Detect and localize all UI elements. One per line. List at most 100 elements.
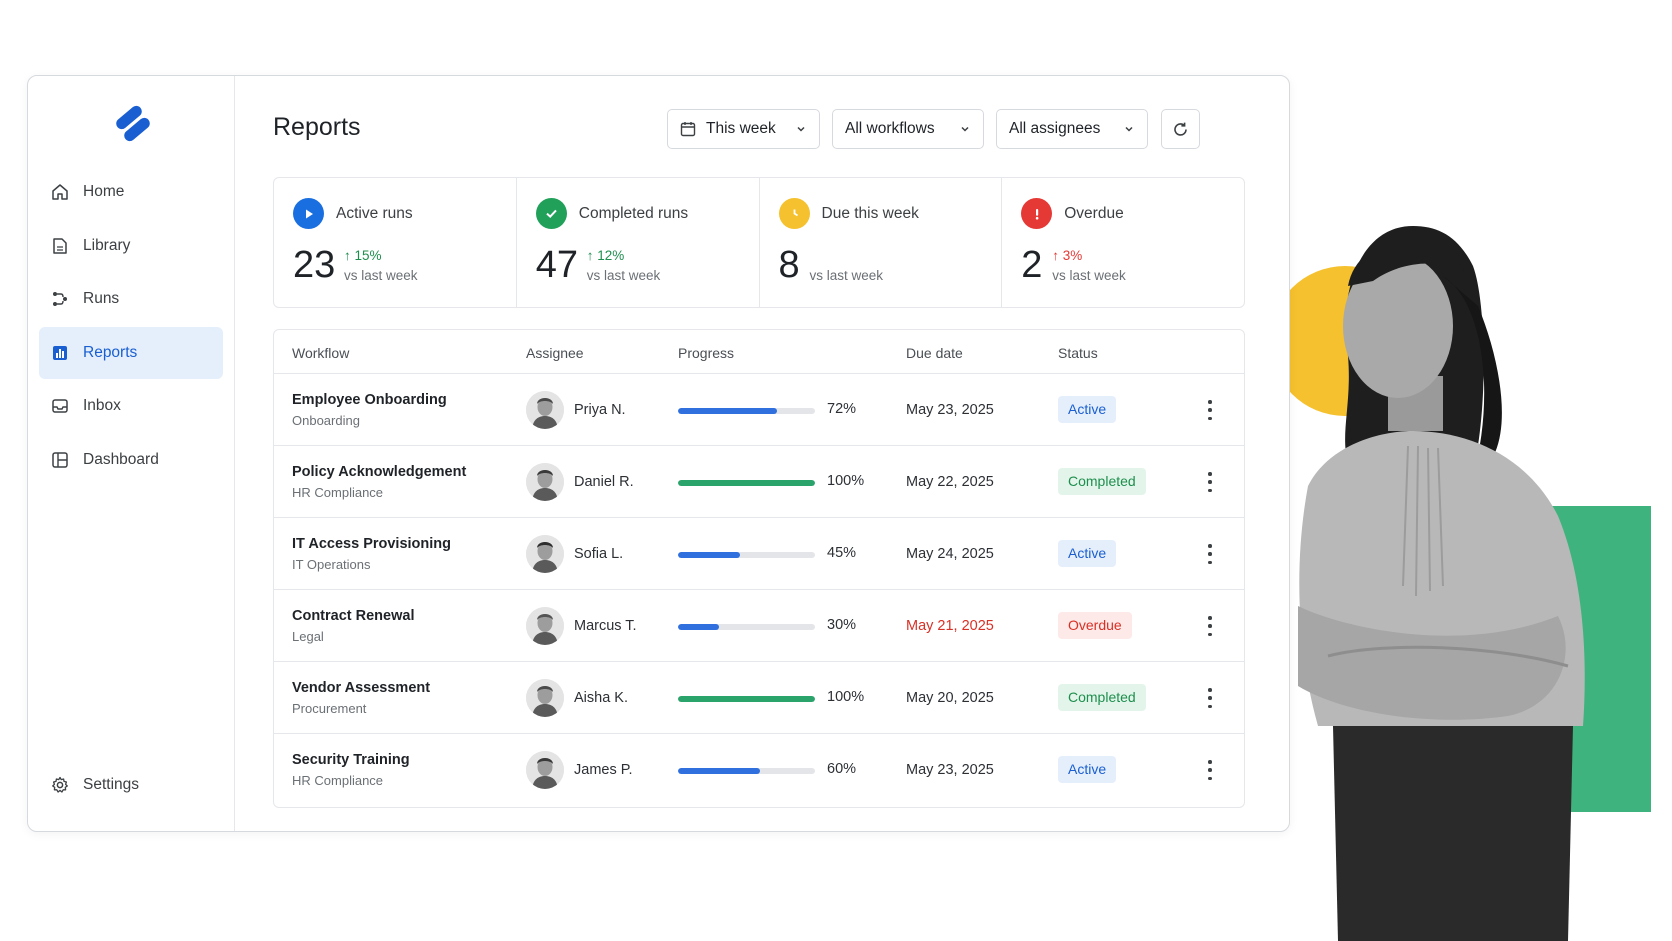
refresh-button[interactable] [1161,109,1200,149]
status-badge: Completed [1058,684,1146,711]
app-logo[interactable] [108,98,156,146]
column-header-due-date[interactable]: Due date [906,345,963,361]
sidebar-item-inbox[interactable]: Inbox [39,380,223,432]
workflow-name[interactable]: IT Access Provisioning [292,536,452,552]
progress-percent: 72% [827,401,857,417]
workflow-category: Onboarding [292,413,360,428]
workflow-name[interactable]: Policy Acknowledgement [292,464,467,480]
workflow-name[interactable]: Security Training [292,752,410,768]
home-icon [50,182,70,202]
dashboard-icon [50,450,70,470]
runs-icon [50,289,70,309]
table-row[interactable]: Security Training HR Compliance James P. 60… [274,734,1244,806]
assignees-filter[interactable]: All assignees [996,109,1148,149]
assignee-name: Priya N. [574,402,626,418]
column-header-progress[interactable]: Progress [678,345,735,361]
sidebar-item-settings[interactable]: Settings [39,759,223,811]
stat-change: ↑ 3% [1052,248,1083,263]
avatar [526,463,564,501]
chevron-down-icon [961,126,969,132]
due-date: May 20, 2025 [906,690,994,706]
sidebar-item-library[interactable]: Library [39,220,223,272]
assignee-name: James P. [574,762,633,778]
column-header-assignee[interactable]: Assignee [526,345,584,361]
stat-label: Active runs [336,205,413,222]
stat-card-active-runs[interactable]: Active runs 23 ↑ 15% vs last week [274,178,517,307]
sidebar-item-home[interactable]: Home [39,166,223,218]
stat-comparison: vs last week [809,268,884,283]
due-date: May 22, 2025 [906,474,994,490]
avatar [526,751,564,789]
more-options-icon[interactable] [1204,472,1216,492]
more-options-icon[interactable] [1204,760,1216,780]
page-title: Reports [273,113,361,141]
table-row[interactable]: Employee Onboarding Onboarding Priya N. 72%… [274,374,1244,446]
period-filter-value: This week [706,120,776,137]
avatar [526,535,564,573]
stat-comparison: vs last week [1052,268,1126,283]
stat-card-completed-runs[interactable]: Completed runs 47 ↑ 12% vs last week [517,178,760,307]
assignee-name: Daniel R. [574,474,634,490]
refresh-icon [1174,122,1187,136]
main-content: Reports This week All workflows All assi… [235,76,1289,831]
progress-fill [678,768,761,774]
sidebar-item-runs[interactable]: Runs [39,273,223,325]
status-badge: Active [1058,540,1117,567]
assignee-name: Sofia L. [574,546,624,562]
more-options-icon[interactable] [1204,688,1216,708]
sidebar-item-label: Home [83,183,125,200]
progress-bar [678,696,815,702]
stat-card-due-this-week[interactable]: Due this week 8 vs last week [760,178,1003,307]
sidebar: Home Library Runs Reports [28,76,235,831]
more-options-icon[interactable] [1204,616,1216,636]
sidebar-nav: Home Library Runs Reports [39,166,223,487]
stat-card-overdue[interactable]: Overdue 2 ↑ 3% vs last week [1002,178,1244,307]
more-options-icon[interactable] [1204,544,1216,564]
sidebar-item-dashboard[interactable]: Dashboard [39,434,223,486]
table-row[interactable]: Vendor Assessment Procurement Aisha K. 100%… [274,662,1244,734]
progress-bar [678,768,815,774]
period-filter[interactable]: This week [667,109,820,149]
status-badge: Active [1058,396,1117,423]
progress-fill [678,552,740,558]
due-date: May 23, 2025 [906,402,994,418]
stat-value: 47 [535,244,579,286]
reports-icon [50,343,70,363]
stat-change: ↑ 12% [586,248,625,263]
workflow-name[interactable]: Vendor Assessment [292,680,431,696]
due-date: May 24, 2025 [906,546,994,562]
progress-bar [678,408,815,414]
chevron-down-icon [1125,126,1133,132]
table-row[interactable]: Policy Acknowledgement HR Compliance Danie… [274,446,1244,518]
stat-value: 2 [1021,244,1043,286]
column-header-workflow[interactable]: Workflow [292,345,350,361]
workflow-name[interactable]: Contract Renewal [292,608,415,624]
table-row[interactable]: IT Access Provisioning IT Operations Sofia… [274,518,1244,590]
progress-fill [678,408,777,414]
stats-row: Active runs 23 ↑ 15% vs last week Completed … [273,177,1245,308]
more-options-icon[interactable] [1204,400,1216,420]
stat-change: ↑ 15% [344,248,382,263]
stat-comparison: vs last week [586,268,661,283]
progress-percent: 100% [827,689,865,705]
workflows-filter-value: All workflows [845,120,935,137]
due-date: May 23, 2025 [906,762,994,778]
person-illustration [1298,226,1585,941]
table-row[interactable]: Contract Renewal Legal Marcus T. 30% May 21,… [274,590,1244,662]
sidebar-item-reports[interactable]: Reports [39,326,223,379]
sidebar-item-label: Library [83,236,131,254]
assignee-name: Aisha K. [574,690,628,706]
table-header: Workflow Assignee Progress Due date Stat… [274,330,1244,374]
stat-label: Completed runs [578,205,689,222]
stat-comparison: vs last week [344,268,418,283]
workflow-name[interactable]: Employee Onboarding [292,392,447,408]
workflow-category: Procurement [292,701,367,716]
alert-icon [1021,198,1053,229]
column-header-status[interactable]: Status [1058,345,1098,361]
library-icon [50,236,70,256]
workflows-filter[interactable]: All workflows [832,109,984,149]
chevron-down-icon [797,126,805,132]
app-window: Home Library Runs Reports [27,75,1290,832]
progress-percent: 45% [827,545,857,561]
progress-bar [678,552,815,558]
